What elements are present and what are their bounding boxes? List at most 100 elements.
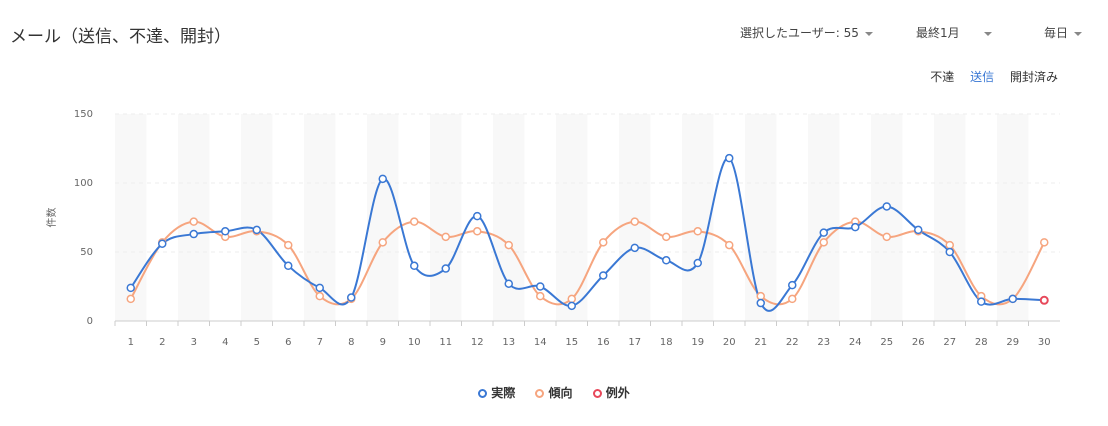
x-tick-label: 8 — [348, 337, 354, 348]
data-point-trend — [536, 291, 545, 301]
data-point-trend — [473, 227, 482, 236]
interval-dropdown[interactable]: 毎日 — [1044, 24, 1083, 41]
chevron-down-icon — [983, 31, 992, 36]
x-tick-label: 29 — [1006, 337, 1019, 348]
data-point-actual — [756, 298, 765, 308]
data-point-actual — [410, 261, 419, 271]
data-point-actual — [788, 280, 797, 290]
data-point-trend — [693, 227, 702, 236]
tab-undelivered[interactable]: 不達 — [930, 70, 955, 84]
x-tick-label: 25 — [880, 337, 893, 348]
data-point-actual — [378, 174, 387, 184]
tab-opened[interactable]: 開封済み — [1009, 70, 1058, 84]
data-point-actual — [819, 228, 828, 237]
y-axis-label: 件数 — [45, 208, 58, 228]
x-tick-label: 30 — [1038, 337, 1051, 348]
x-tick-label: 22 — [786, 337, 799, 348]
x-tick-label: 2 — [159, 337, 165, 348]
data-point-actual — [851, 222, 860, 232]
data-point-trend — [1040, 238, 1049, 247]
grid-band — [241, 114, 273, 321]
x-tick-label: 15 — [565, 337, 578, 348]
x-tick-label: 18 — [660, 337, 673, 348]
data-point-trend — [378, 238, 387, 247]
data-point-actual — [567, 301, 576, 311]
data-point-trend — [315, 291, 324, 301]
data-point-trend — [126, 294, 135, 304]
data-point-trend — [567, 294, 576, 304]
x-tick-label: 23 — [817, 337, 830, 348]
data-point-actual — [914, 225, 923, 235]
tab-sent[interactable]: 送信 — [970, 70, 995, 84]
data-point-actual — [977, 297, 986, 306]
data-point-actual — [536, 282, 545, 291]
x-tick-label: 7 — [317, 337, 323, 348]
x-tick-label: 16 — [597, 337, 610, 348]
chevron-down-icon — [1074, 31, 1083, 36]
metric-tabs: 不達 送信 開封済み — [918, 68, 1058, 85]
data-point-actual — [662, 256, 671, 265]
users-dropdown[interactable]: 選択したユーザー: 55 — [740, 24, 873, 41]
x-tick-label: 21 — [754, 337, 767, 348]
data-point-actual — [725, 153, 734, 163]
data-point-actual — [945, 247, 954, 257]
y-tick-label: 100 — [74, 178, 93, 189]
x-tick-label: 11 — [439, 337, 452, 348]
data-point-trend — [410, 217, 419, 226]
data-point-actual — [441, 264, 450, 273]
circle-icon — [535, 389, 545, 398]
legend-label-trend: 傾向 — [548, 386, 573, 400]
data-point-trend — [945, 240, 954, 250]
data-point-actual — [599, 271, 608, 280]
data-point-actual — [189, 229, 198, 239]
x-tick-label: 10 — [408, 337, 421, 348]
data-point-actual — [252, 225, 261, 235]
data-point-actual — [693, 258, 702, 268]
grid-band — [682, 114, 714, 321]
period-dropdown[interactable]: 最終1月 — [916, 24, 992, 41]
data-point-actual — [630, 243, 639, 253]
y-tick-label: 0 — [87, 316, 93, 327]
legend: 実際 傾向 例外 — [0, 384, 1108, 401]
data-point-actual — [284, 261, 293, 271]
data-point-trend — [756, 291, 765, 301]
x-tick-label: 24 — [849, 337, 862, 348]
grid-band — [808, 114, 840, 321]
data-point-exception — [1039, 295, 1049, 305]
data-point-trend — [630, 217, 639, 226]
legend-item-actual[interactable]: 実際 — [478, 384, 515, 401]
x-tick-label: 19 — [691, 337, 704, 348]
data-point-actual — [473, 211, 482, 221]
data-point-trend — [441, 232, 450, 242]
x-tick-label: 9 — [380, 337, 386, 348]
x-tick-label: 28 — [975, 337, 988, 348]
grid-band — [745, 114, 777, 321]
data-point-actual — [221, 227, 230, 236]
x-tick-label: 20 — [723, 337, 736, 348]
x-tick-label: 14 — [534, 337, 547, 348]
data-point-actual — [882, 202, 891, 211]
x-tick-label: 3 — [191, 337, 197, 348]
y-tick-label: 50 — [80, 247, 93, 258]
interval-dropdown-label: 毎日 — [1044, 26, 1069, 40]
data-point-actual — [158, 239, 167, 248]
data-point-trend — [788, 294, 797, 304]
chart-title: メール（送信、不達、開封） — [10, 27, 231, 47]
data-point-trend — [725, 240, 734, 250]
legend-item-trend[interactable]: 傾向 — [535, 384, 573, 401]
data-point-actual — [126, 283, 135, 293]
data-point-actual — [347, 293, 356, 302]
legend-label-exception: 例外 — [605, 386, 630, 400]
y-tick-label: 150 — [74, 109, 93, 120]
x-tick-label: 12 — [471, 337, 484, 348]
circle-icon — [592, 389, 602, 398]
legend-label-actual: 実際 — [491, 386, 516, 400]
legend-item-exception[interactable]: 例外 — [592, 384, 630, 401]
data-point-actual — [1008, 294, 1017, 304]
x-tick-label: 4 — [222, 337, 228, 348]
x-tick-label: 5 — [254, 337, 260, 348]
data-point-trend — [819, 238, 828, 247]
x-tick-label: 17 — [628, 337, 641, 348]
data-point-trend — [504, 240, 513, 250]
grid-band — [430, 114, 462, 321]
